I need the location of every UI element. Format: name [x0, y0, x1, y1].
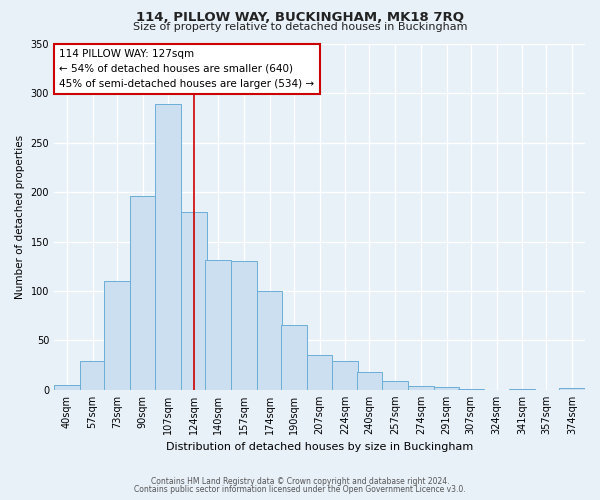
Bar [155, 104, 181, 390]
Text: 114, PILLOW WAY, BUCKINGHAM, MK18 7RQ: 114, PILLOW WAY, BUCKINGHAM, MK18 7RQ [136, 11, 464, 24]
Bar [307, 355, 332, 390]
Y-axis label: Number of detached properties: Number of detached properties [15, 135, 25, 299]
Bar [257, 291, 283, 390]
Bar [130, 196, 155, 390]
Bar [281, 324, 307, 390]
Bar [356, 372, 382, 390]
Bar [80, 361, 106, 390]
Bar [205, 260, 231, 390]
X-axis label: Distribution of detached houses by size in Buckingham: Distribution of detached houses by size … [166, 442, 473, 452]
Bar [434, 387, 460, 390]
Bar [104, 281, 130, 390]
Text: Size of property relative to detached houses in Buckingham: Size of property relative to detached ho… [133, 22, 467, 32]
Text: 114 PILLOW WAY: 127sqm
← 54% of detached houses are smaller (640)
45% of semi-de: 114 PILLOW WAY: 127sqm ← 54% of detached… [59, 49, 314, 89]
Bar [181, 212, 207, 390]
Bar [559, 388, 585, 390]
Bar [458, 389, 484, 390]
Bar [509, 389, 535, 390]
Bar [54, 385, 80, 390]
Bar [408, 386, 434, 390]
Bar [382, 381, 408, 390]
Bar [332, 361, 358, 390]
Text: Contains HM Land Registry data © Crown copyright and database right 2024.: Contains HM Land Registry data © Crown c… [151, 477, 449, 486]
Bar [231, 262, 257, 390]
Text: Contains public sector information licensed under the Open Government Licence v3: Contains public sector information licen… [134, 485, 466, 494]
